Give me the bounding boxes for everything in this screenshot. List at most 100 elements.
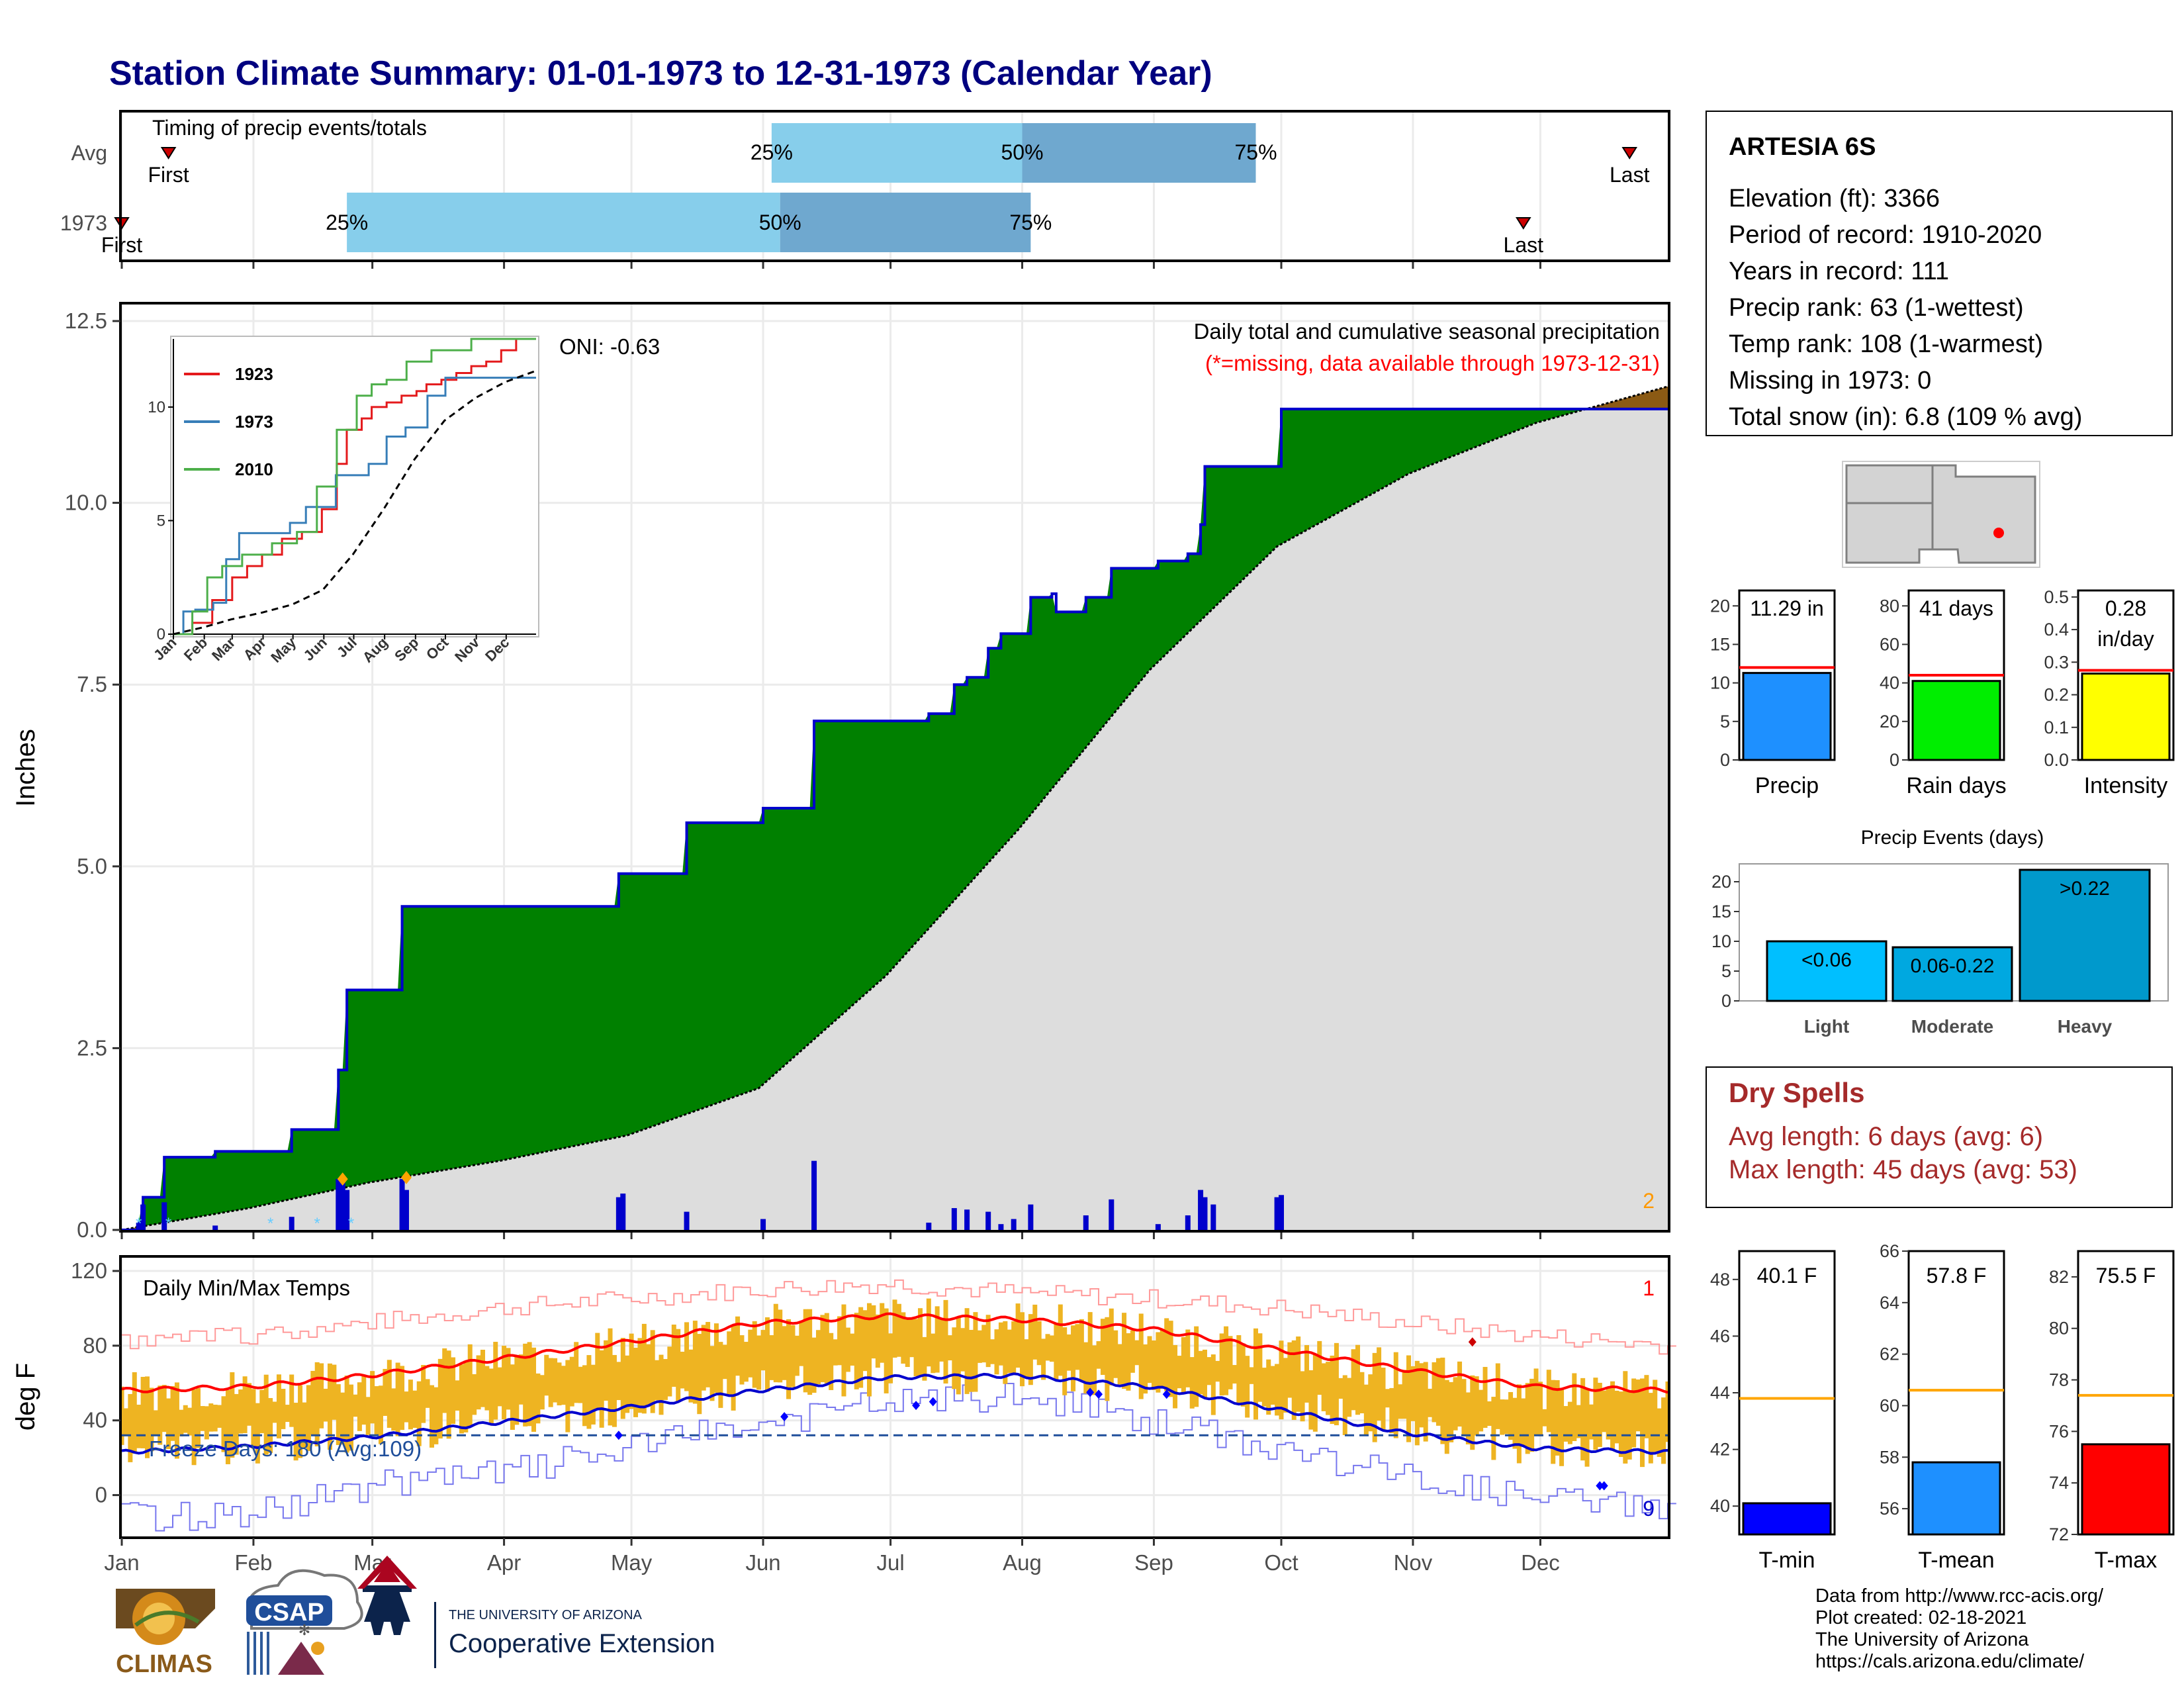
daily-temp-bar [535, 1373, 541, 1424]
month-label: Feb [235, 1550, 273, 1575]
daily-temp-bar [1559, 1389, 1565, 1466]
daily-temp-bar [463, 1360, 469, 1432]
temp-summary-bar [1911, 1461, 2001, 1536]
daily-temp-bar [604, 1340, 609, 1401]
timing-last-label: Last [1610, 163, 1650, 187]
daily-temp-bar [123, 1408, 128, 1436]
daily-temp-bar [488, 1368, 494, 1424]
daily-temp-bar [1045, 1334, 1050, 1361]
record-low-marker [929, 1397, 937, 1407]
timing-last-label: Last [1504, 233, 1544, 257]
daily-temp-bar [451, 1357, 456, 1424]
daily-temp-bar [1572, 1373, 1577, 1441]
record-low-count: 9 [1643, 1497, 1655, 1521]
daily-temp-bar [1185, 1329, 1191, 1387]
daily-precip-bar [684, 1211, 690, 1230]
footer-line: Plot created: 02-18-2021 [1815, 1607, 2026, 1628]
record-max-line [122, 1279, 1676, 1355]
daily-temp-bar [1639, 1378, 1645, 1468]
station-info-line: Years in record: 111 [1729, 258, 1949, 285]
oni-value: ONI: -0.63 [559, 334, 660, 359]
daily-temp-bar [344, 1376, 349, 1453]
daily-temp-bar [1377, 1347, 1382, 1421]
inset-normal-line [173, 369, 537, 635]
daily-temp-bar [994, 1329, 999, 1375]
summary-value-bar [2081, 673, 2171, 761]
daily-temp-bar [1066, 1334, 1071, 1371]
daily-temp-bar [1312, 1354, 1318, 1432]
daily-temp-bar [782, 1326, 787, 1380]
daily-temp-bar [574, 1342, 579, 1403]
daily-temp-bar [557, 1362, 562, 1406]
daily-temp-bar [1058, 1304, 1063, 1376]
daily-temp-bar [1062, 1327, 1068, 1395]
timing-first-label: First [101, 233, 142, 257]
temp-summary-bar [1742, 1502, 1832, 1536]
daily-temp-bar [1202, 1349, 1207, 1397]
events-y-label: 0 [1721, 991, 1731, 1011]
daily-temp-bar [539, 1375, 545, 1410]
daily-temp-bar [1342, 1375, 1347, 1436]
events-y-label: 20 [1711, 872, 1731, 892]
daily-temp-bar [217, 1405, 222, 1428]
summary-y-label: 0.3 [2044, 652, 2069, 672]
station-info-line: Temp rank: 108 (1-warmest) [1729, 330, 2043, 358]
daily-temp-bar [1648, 1393, 1653, 1464]
daily-temp-bar [625, 1355, 630, 1413]
daily-precip-bar [1109, 1199, 1115, 1230]
university-of-arizona-logo: THE UNIVERSITY OF ARIZONA Cooperative Ex… [357, 1556, 715, 1668]
daily-temp-bar [1117, 1344, 1122, 1385]
daily-temp-bar [778, 1309, 783, 1383]
temp-summary-y-label: 62 [1880, 1344, 1899, 1364]
daily-temp-bar [1363, 1384, 1369, 1436]
precip-caption: Daily total and cumulative seasonal prec… [1194, 319, 1660, 344]
daily-temp-bar [476, 1355, 481, 1410]
temp-frame [119, 1255, 1670, 1539]
timing-pct-label: 50% [759, 211, 801, 234]
daily-temp-bar [1253, 1328, 1258, 1420]
record-low-marker [912, 1401, 921, 1411]
precip-y-tick-label: 10.0 [65, 491, 107, 515]
footer-line: https://cals.arizona.edu/climate/ [1815, 1651, 2085, 1672]
daily-temp-bar [268, 1397, 273, 1453]
daily-temp-bar [866, 1303, 872, 1397]
daily-temp-bar [705, 1322, 711, 1387]
daily-temp-bar [140, 1376, 146, 1448]
summary-y-label: 15 [1710, 634, 1730, 654]
daily-precip-bar [760, 1219, 766, 1230]
daily-temp-bar [1164, 1318, 1169, 1391]
daily-temp-bar [931, 1333, 936, 1374]
daily-temp-bar [544, 1354, 549, 1396]
daily-temp-bar [128, 1393, 133, 1462]
temp-summary-label: T-mean [1918, 1548, 1994, 1573]
daily-temp-bar [1551, 1380, 1556, 1464]
avg-min-line [121, 1372, 1668, 1455]
daily-temp-bar [1194, 1326, 1199, 1407]
daily-temp-bar [764, 1317, 770, 1392]
daily-temp-bar [569, 1356, 574, 1407]
daily-temp-bar [1198, 1350, 1203, 1395]
summary-value-bar [1742, 672, 1832, 761]
temp-panel: 0 40 80 120 Daily Min/Max Temps 1 9 Freeze … [11, 1255, 1676, 1575]
daily-temp-bar [926, 1298, 931, 1367]
daily-temp-bar [1444, 1380, 1449, 1454]
daily-temp-bar [909, 1318, 915, 1358]
daily-temp-bar [1326, 1362, 1331, 1415]
snow-icon: * [348, 1215, 354, 1233]
ua-small-text: THE UNIVERSITY OF ARIZONA [449, 1608, 643, 1622]
daily-temp-bar [221, 1396, 226, 1452]
daily-temp-bar [1537, 1382, 1543, 1436]
temp-summary-y-label: 80 [2049, 1319, 2069, 1338]
daily-temp-bar [650, 1330, 655, 1413]
month-label: Nov [1394, 1550, 1433, 1575]
station-info-box: ARTESIA 6S Elevation (ft): 3366 Period of… [1706, 111, 2173, 436]
daily-temp-bar [1279, 1340, 1284, 1420]
daily-temp-bar [735, 1316, 741, 1376]
daily-temp-bar [752, 1321, 757, 1388]
daily-temp-bar [1015, 1303, 1021, 1368]
daily-precip-bar [289, 1217, 295, 1230]
month-label: Aug [1003, 1550, 1042, 1575]
temp-summary-label: T-max [2095, 1548, 2157, 1573]
daily-temp-bar [633, 1347, 639, 1417]
daily-temp-bar [1419, 1363, 1424, 1428]
